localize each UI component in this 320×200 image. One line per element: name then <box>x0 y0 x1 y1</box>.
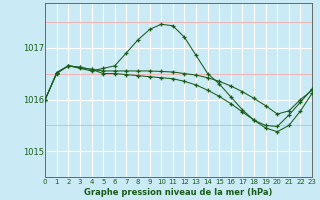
X-axis label: Graphe pression niveau de la mer (hPa): Graphe pression niveau de la mer (hPa) <box>84 188 273 197</box>
